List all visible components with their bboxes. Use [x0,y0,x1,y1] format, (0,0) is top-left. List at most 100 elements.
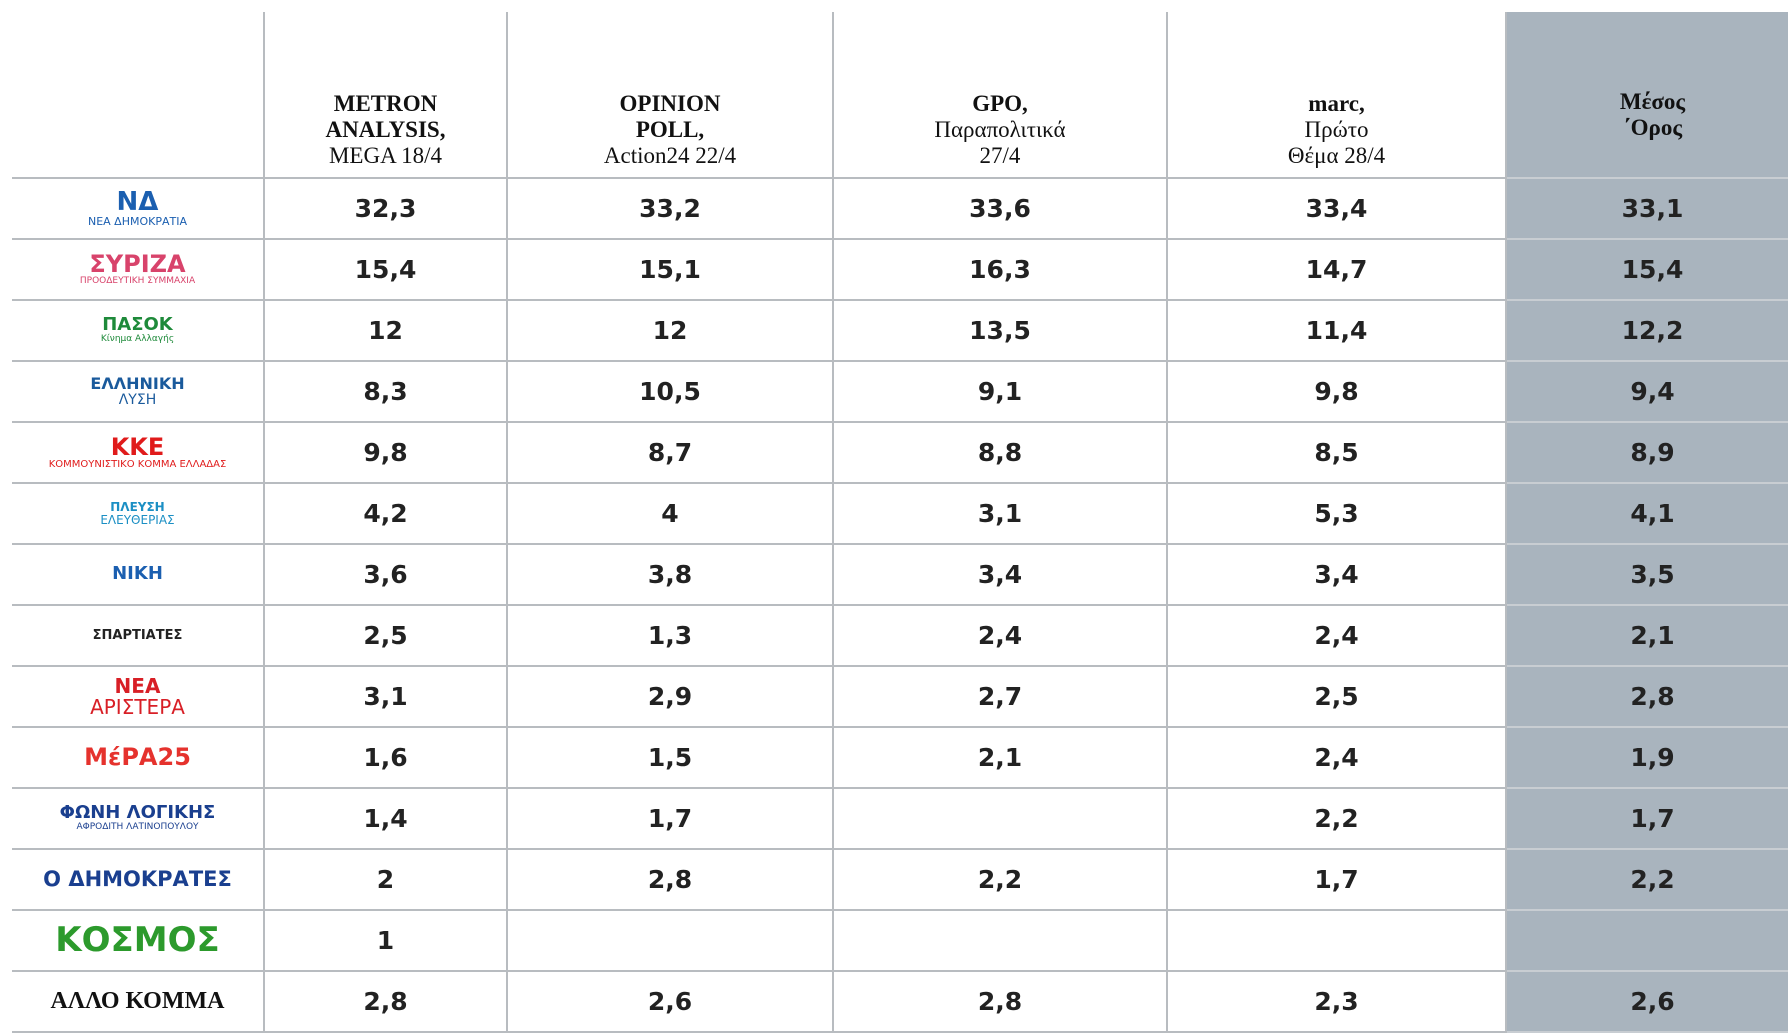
value-cell: 2,8 [832,970,1168,1033]
value: 1,4 [363,804,408,833]
party-name: ΑΛΛΟ ΚΟΜΜΑ [50,987,225,1014]
value-cell [1166,909,1507,972]
value: 2,5 [1314,682,1359,711]
party-row: ΦΩΝΗ ΛΟΓΙΚΗΣ ΑΦΡΟΔΙΤΗ ΛΑΤΙΝΟΠΟΥΛΟΥ 1,4 1,7 2… [12,787,1788,850]
value: 1,6 [363,743,408,772]
party-logo: ΝΔ ΝΕΑ ΔΗΜΟΚΡΑΤΙΑ [12,187,263,228]
header-bold: Μέσος [1619,88,1686,114]
value-cell: 2,8 [1505,665,1788,728]
value-cell: 32,3 [263,177,508,240]
party-logo: ΠΑΣΟΚ Κίνημα Αλλαγής [12,315,263,344]
party-name: ΝΔ [116,187,159,218]
value-cell [832,787,1168,850]
value-cell: 15,1 [506,238,834,301]
poll-table: METRON ANALYSIS, MEGA 18/4 OPINION POLL, Acti… [12,12,1788,1033]
value-cell: 2,8 [263,970,508,1033]
value-cell: 8,7 [506,421,834,484]
value-cell: 3,5 [1505,543,1788,606]
value: 9,8 [363,438,408,467]
value-cell: 12 [263,299,508,362]
value: 11,4 [1305,316,1368,345]
value-cell: 14,7 [1166,238,1507,301]
party-row: Ο ΔΗΜΟΚΡΑΤΕΣ 2 2,8 2,2 1,7 2,2 [12,848,1788,911]
value-cell: 1,4 [263,787,508,850]
value: 8,5 [1314,438,1359,467]
table-body: METRON ANALYSIS, MEGA 18/4 OPINION POLL, Acti… [12,12,1788,1033]
value: 3,1 [363,682,408,711]
value-cell: 1,3 [506,604,834,667]
value: 33,4 [1305,194,1368,223]
value: 9,1 [977,377,1023,406]
party-cell: ΣΥΡΙΖΑ ΠΡΟΟΔΕΥΤΙΚΗ ΣΥΜΜΑΧΙΑ [12,238,265,301]
value: 15,1 [639,255,701,284]
party-row: ΣΥΡΙΖΑ ΠΡΟΟΔΕΥΤΙΚΗ ΣΥΜΜΑΧΙΑ 15,4 15,1 16,3 14… [12,238,1788,301]
value-cell: 10,5 [506,360,834,423]
value: 12 [652,316,688,345]
party-row: ΣΠΑΡΤΙΑΤΕΣ 2,5 1,3 2,4 2,4 2,1 [12,604,1788,667]
value: 3,5 [1630,560,1675,589]
party-cell: ΚΟΣΜΟΣ [12,909,265,972]
value-cell: 1,7 [506,787,834,850]
value-cell: 1,5 [506,726,834,789]
value: 2,4 [1314,621,1359,650]
header-cell: GPO, Παραπολιτικά 27/4 [832,12,1168,179]
value-cell: 33,4 [1166,177,1507,240]
header-text: Action24 22/4 [603,143,737,168]
value-cell: 33,2 [506,177,834,240]
value: 2,9 [647,682,693,711]
party-name: ΦΩΝΗ ΛΟΓΙΚΗΣ [59,802,216,824]
value-cell: 2,5 [263,604,508,667]
value-cell: 8,8 [832,421,1168,484]
header-text: Θέμα 28/4 [1287,143,1386,168]
party-name: ΣΥΡΙΖΑ [89,250,186,279]
header-bold: ANALYSIS, [325,117,446,142]
value: 1,7 [1630,804,1675,833]
value: 4,1 [1630,499,1675,528]
value-cell: 2,1 [1505,604,1788,667]
header-bold: marc, [1308,91,1365,116]
party-subtext: ΛΥΣΗ [118,391,157,408]
value-cell [1505,909,1788,972]
party-logo: ΣΥΡΙΖΑ ΠΡΟΟΔΕΥΤΙΚΗ ΣΥΜΜΑΧΙΑ [12,250,263,287]
value: 2,6 [1630,987,1675,1016]
party-row: ΑΛΛΟ ΚΟΜΜΑ 2,8 2,6 2,8 2,3 2,6 [12,970,1788,1033]
party-logo: ΝΙΚΗ [12,564,263,584]
value: 1,5 [647,743,693,772]
value: 13,5 [969,316,1031,345]
value: 3,1 [977,499,1023,528]
party-cell: ΑΛΛΟ ΚΟΜΜΑ [12,970,265,1033]
value-cell: 12,2 [1505,299,1788,362]
value-cell: 3,1 [263,665,508,728]
value-cell: 4 [506,482,834,545]
party-subtext: ΚΟΜΜΟΥΝΙΣΤΙΚΟ ΚΟΜΜΑ ΕΛΛΑΔΑΣ [48,458,227,470]
party-cell: ΣΠΑΡΤΙΑΤΕΣ [12,604,265,667]
party-subtext: ΠΡΟΟΔΕΥΤΙΚΗ ΣΥΜΜΑΧΙΑ [79,276,196,287]
value: 1 [376,926,395,955]
party-name: ΜέΡΑ25 [84,742,191,771]
value: 10,5 [639,377,701,406]
value: 3,8 [647,560,693,589]
value-cell: 1,7 [1505,787,1788,850]
value: 5,3 [1314,499,1359,528]
party-logo: ΜέΡΑ25 [12,742,263,771]
party-cell: Ο ΔΗΜΟΚΡΑΤΕΣ [12,848,265,911]
value: 2,7 [977,682,1023,711]
corner-cell [12,12,265,179]
party-cell: ΠΛΕΥΣΗ ΕΛΕΥΘΕΡΙΑΣ [12,482,265,545]
party-logo: ΠΛΕΥΣΗ ΕΛΕΥΘΕΡΙΑΣ [12,501,263,526]
party-cell: ΜέΡΑ25 [12,726,265,789]
party-name: ΕΛΛΗΝΙΚΗ [90,373,185,393]
header-text: 27/4 [979,143,1021,168]
party-logo: ΣΠΑΡΤΙΑΤΕΣ [12,629,263,643]
value: 2,2 [1630,865,1675,894]
value: 33,2 [639,194,701,223]
value: 2,2 [1314,804,1359,833]
party-name: ΣΠΑΡΤΙΑΤΕΣ [92,627,183,643]
value-cell: 2,7 [832,665,1168,728]
value-cell: 9,8 [1166,360,1507,423]
header-bold: POLL, [635,117,705,142]
value: 9,8 [1314,377,1359,406]
party-name: Ο ΔΗΜΟΚΡΑΤΕΣ [43,867,232,892]
value: 16,3 [969,255,1031,284]
